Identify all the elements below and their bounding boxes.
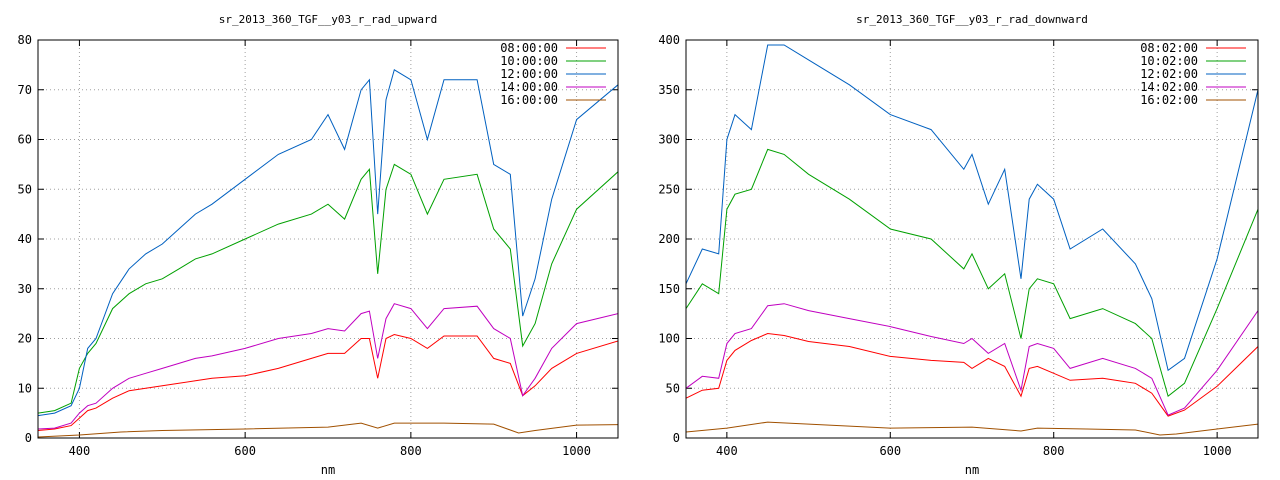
legend-label: 12:02:00 bbox=[1140, 67, 1198, 81]
series-line-5 bbox=[686, 421, 1258, 436]
y-tick-label: 70 bbox=[18, 83, 32, 97]
x-tick-label: 400 bbox=[69, 444, 91, 458]
x-tick-label: 1000 bbox=[1203, 444, 1232, 458]
legend-label: 10:00:00 bbox=[500, 54, 558, 68]
series-line-1 bbox=[38, 333, 618, 431]
legend-label: 12:00:00 bbox=[500, 67, 558, 81]
series-line-2 bbox=[686, 148, 1258, 398]
series-line-3 bbox=[686, 44, 1258, 372]
y-tick-label: 400 bbox=[658, 33, 680, 47]
x-tick-label: 1000 bbox=[562, 444, 591, 458]
plot-frame bbox=[37, 39, 619, 439]
y-tick-label: 0 bbox=[25, 431, 32, 445]
y-tick-label: 100 bbox=[658, 332, 680, 346]
y-tick-label: 0 bbox=[673, 431, 680, 445]
legend-label: 14:02:00 bbox=[1140, 80, 1198, 94]
series-line-4 bbox=[38, 303, 618, 430]
chart-title: sr_2013_360_TGF__y03_r_rad_downward bbox=[856, 13, 1088, 26]
y-tick-label: 150 bbox=[658, 282, 680, 296]
y-tick-label: 10 bbox=[18, 381, 32, 395]
x-tick-label: 600 bbox=[234, 444, 256, 458]
y-tick-label: 300 bbox=[658, 133, 680, 147]
x-tick-label: 600 bbox=[879, 444, 901, 458]
plot-frame bbox=[685, 39, 1259, 439]
y-tick-label: 30 bbox=[18, 282, 32, 296]
x-axis-label: nm bbox=[321, 463, 335, 477]
legend-label: 08:00:00 bbox=[500, 41, 558, 55]
series-line-2 bbox=[38, 163, 618, 414]
y-tick-label: 20 bbox=[18, 332, 32, 346]
y-tick-label: 50 bbox=[666, 381, 680, 395]
chart-panel-1: sr_2013_360_TGF__y03_r_rad_upward 0 10 20 30… bbox=[18, 13, 619, 477]
series-line-1 bbox=[686, 332, 1258, 417]
legend-label: 08:02:00 bbox=[1140, 41, 1198, 55]
x-tick-label: 800 bbox=[400, 444, 422, 458]
series-line-4 bbox=[686, 303, 1258, 416]
y-tick-label: 40 bbox=[18, 232, 32, 246]
y-tick-label: 80 bbox=[18, 33, 32, 47]
x-axis-label: nm bbox=[965, 463, 979, 477]
y-tick-label: 200 bbox=[658, 232, 680, 246]
x-tick-label: 800 bbox=[1043, 444, 1065, 458]
legend-label: 16:00:00 bbox=[500, 93, 558, 107]
y-tick-label: 250 bbox=[658, 182, 680, 196]
y-tick-label: 350 bbox=[658, 83, 680, 97]
chart-title: sr_2013_360_TGF__y03_r_rad_upward bbox=[219, 13, 438, 26]
series-line-3 bbox=[38, 69, 618, 417]
chart-panel-2: sr_2013_360_TGF__y03_r_rad_downward 0 50 10… bbox=[658, 13, 1259, 477]
legend-label: 16:02:00 bbox=[1140, 93, 1198, 107]
legend-label: 14:00:00 bbox=[500, 80, 558, 94]
y-tick-label: 50 bbox=[18, 182, 32, 196]
legend-label: 10:02:00 bbox=[1140, 54, 1198, 68]
x-tick-label: 400 bbox=[716, 444, 738, 458]
y-tick-label: 60 bbox=[18, 133, 32, 147]
series-line-5 bbox=[38, 422, 618, 438]
